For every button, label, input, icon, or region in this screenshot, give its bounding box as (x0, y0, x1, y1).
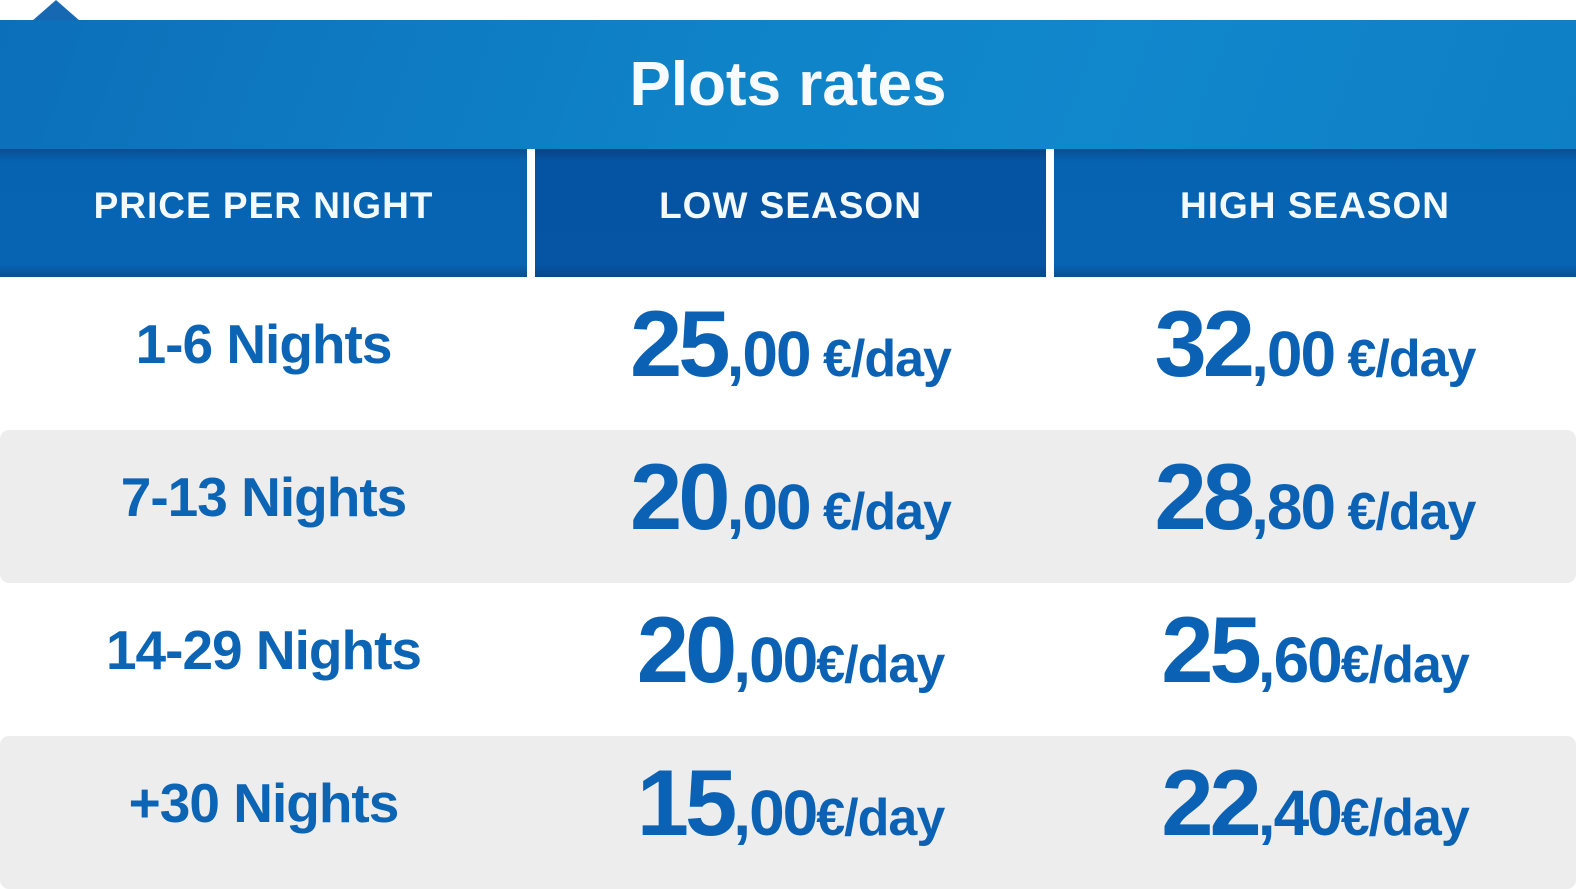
top-white-strip (0, 0, 1576, 21)
column-gap (1046, 277, 1054, 430)
price-value: 15,00€/day (636, 749, 946, 857)
price-value: 25,60€/day (1161, 596, 1470, 704)
price-unit: €/day (809, 482, 952, 541)
row-label-cell: 1-6 Nights (0, 277, 527, 430)
price-integer: 20 (630, 443, 731, 549)
price-unit: €/day (1334, 329, 1476, 388)
column-gap (1046, 736, 1054, 889)
row-label-cell: 14-29 Nights (0, 583, 527, 736)
price-unit: €/day (1340, 635, 1470, 694)
low-season-price-cell: 25,00 €/day (535, 277, 1046, 430)
high-season-price-cell: 25,60€/day (1054, 583, 1576, 736)
price-integer: 15 (636, 749, 738, 855)
triangle-up-icon (32, 0, 80, 21)
column-gap (527, 430, 535, 583)
table-row: 7-13 Nights 20,00 €/day 28,80 €/day (0, 430, 1576, 583)
low-season-price-cell: 20,00 €/day (535, 430, 1046, 583)
price-decimal: ,80 (1251, 470, 1336, 543)
column-gap (527, 277, 535, 430)
price-unit: €/day (809, 329, 952, 388)
table-body: 1-6 Nights 25,00 €/day 32,00 €/day 7-13 … (0, 277, 1576, 889)
table-header-row: PRICE PER NIGHT LOW SEASON HIGH SEASON (0, 149, 1576, 277)
price-decimal: ,00 (733, 623, 818, 696)
column-gap (527, 583, 535, 736)
price-value: 20,00€/day (636, 596, 946, 704)
row-label: 14-29 Nights (105, 618, 422, 681)
price-decimal: ,60 (1257, 623, 1343, 696)
row-label: 1-6 Nights (135, 312, 393, 375)
column-divider (1046, 149, 1054, 277)
title-band: Plots rates (0, 20, 1576, 149)
table-row: +30 Nights 15,00€/day 22,40€/day (0, 736, 1576, 889)
high-season-price-cell: 32,00 €/day (1054, 277, 1576, 430)
row-label: +30 Nights (128, 771, 400, 834)
price-decimal: ,40 (1257, 776, 1343, 849)
price-unit: €/day (1334, 482, 1476, 541)
table-row: 1-6 Nights 25,00 €/day 32,00 €/day (0, 277, 1576, 430)
high-season-price-cell: 28,80 €/day (1054, 430, 1576, 583)
column-header-price-per-night: PRICE PER NIGHT (0, 149, 527, 277)
column-header-high-season: HIGH SEASON (1054, 149, 1576, 277)
price-unit: €/day (1340, 788, 1470, 847)
row-label: 7-13 Nights (120, 465, 407, 528)
price-integer: 28 (1154, 443, 1256, 549)
row-label-cell: 7-13 Nights (0, 430, 527, 583)
price-integer: 32 (1154, 290, 1256, 396)
price-decimal: ,00 (733, 776, 818, 849)
price-value: 20,00 €/day (630, 443, 952, 551)
price-value: 25,00 €/day (630, 290, 952, 398)
page-title: Plots rates (629, 50, 947, 119)
row-label-cell: +30 Nights (0, 736, 527, 889)
table-row: 14-29 Nights 20,00€/day 25,60€/day (0, 583, 1576, 736)
price-unit: €/day (816, 788, 945, 847)
low-season-price-cell: 15,00€/day (535, 736, 1046, 889)
column-gap (527, 736, 535, 889)
price-integer: 20 (636, 596, 738, 702)
price-value: 22,40€/day (1161, 749, 1470, 857)
column-gap (1046, 583, 1054, 736)
price-decimal: ,00 (726, 470, 812, 543)
column-gap (1046, 430, 1054, 583)
column-divider (527, 149, 535, 277)
high-season-price-cell: 22,40€/day (1054, 736, 1576, 889)
price-integer: 25 (630, 290, 731, 396)
price-decimal: ,00 (1251, 317, 1336, 390)
price-decimal: ,00 (726, 317, 812, 390)
price-value: 32,00 €/day (1154, 290, 1477, 398)
price-value: 28,80 €/day (1154, 443, 1477, 551)
price-unit: €/day (816, 635, 945, 694)
low-season-price-cell: 20,00€/day (535, 583, 1046, 736)
price-integer: 25 (1161, 596, 1262, 702)
column-header-low-season: LOW SEASON (535, 149, 1046, 277)
price-integer: 22 (1161, 749, 1262, 855)
